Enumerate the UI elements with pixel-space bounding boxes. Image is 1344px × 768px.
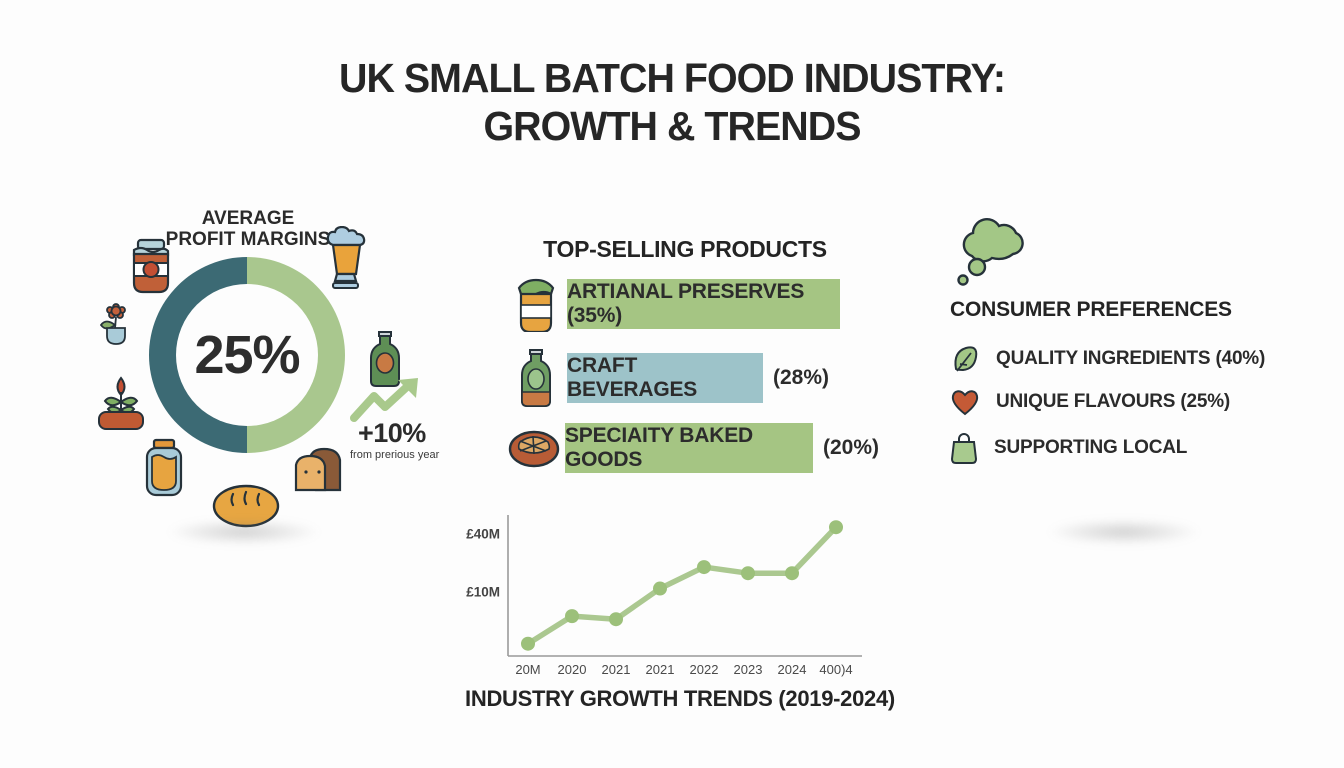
svg-text:£40M: £40M	[466, 526, 500, 541]
product-percentage: (28%)	[773, 366, 830, 389]
planter-icon	[98, 376, 144, 430]
preference-label: UNIQUE FLAVOURS (25%)	[996, 391, 1231, 412]
product-bar-specialty-baked-goods: SPECIAITY BAKED GOODS	[565, 423, 813, 473]
flower-pot-icon	[99, 303, 126, 345]
top-products-heading: TOP-SELLING PRODUCTS	[543, 236, 827, 262]
product-row: CRAFT BEVERAGES (28%)	[505, 348, 829, 408]
shopping-bag-icon	[950, 433, 978, 464]
svg-text:2023: 2023	[734, 662, 763, 677]
preference-item: QUALITY INGREDIENTS (40%)	[950, 344, 1265, 374]
preference-label: SUPPORTING LOCAL	[994, 437, 1188, 458]
donut-hole	[176, 284, 318, 426]
page-title-line2: GROWTH & TRENDS	[483, 103, 861, 149]
svg-text:2021: 2021	[646, 662, 675, 677]
industry-growth-line-chart: £40M £10M 20M 2020 2021 2021 2022 2023 2024 400)4	[466, 515, 862, 677]
svg-text:20M: 20M	[515, 662, 540, 677]
product-bar-artisanal-preserves: ARTIANAL PRESERVES (35%)	[567, 279, 840, 329]
crusty-bread-icon	[503, 428, 565, 468]
svg-text:2022: 2022	[690, 662, 719, 677]
page-title-line1: UK SMALL BATCH FOOD INDUSTRY:	[338, 55, 1006, 101]
preference-label: QUALITY INGREDIENTS (40%)	[996, 348, 1266, 369]
page-title: UK SMALL BATCH FOOD INDUSTRY: GROWTH & T…	[27, 54, 1317, 150]
leaf-icon	[954, 346, 978, 372]
profit-value: 25%	[194, 325, 300, 385]
profit-heading-line1: AVERAGE	[201, 208, 295, 229]
growth-value: +10%	[358, 418, 426, 448]
svg-text:2024: 2024	[778, 662, 807, 677]
heart-icon	[951, 390, 979, 416]
svg-text:2020: 2020	[558, 662, 587, 677]
growth-caption: from prerious year	[350, 449, 440, 461]
profit-heading-line2: PROFIT MARGINS	[165, 229, 331, 250]
preserves-jar-icon	[505, 276, 567, 332]
preference-item: UNIQUE FLAVOURS (25%)	[950, 388, 1230, 416]
svg-text:£10M: £10M	[466, 585, 500, 600]
product-row: ARTIANAL PRESERVES (35%)	[505, 276, 850, 332]
thought-bubble-icon	[957, 218, 1024, 286]
honey-jar-icon	[145, 438, 183, 497]
growth-arrow-icon	[350, 378, 418, 422]
svg-text:400)4: 400)4	[819, 662, 852, 677]
svg-text:2021: 2021	[602, 662, 631, 677]
product-percentage: (20%)	[823, 436, 880, 459]
beer-bottle-icon	[370, 331, 400, 387]
profit-donut-chart: 25%	[149, 257, 345, 453]
jam-jar-icon	[132, 238, 170, 294]
right-shadow	[1018, 514, 1230, 550]
product-label: ARTIANAL PRESERVES (35%)	[567, 280, 805, 327]
left-shadow	[138, 514, 350, 550]
product-label: SPECIAITY BAKED GOODS	[565, 424, 753, 471]
sliced-bread-icon	[294, 447, 342, 492]
profit-margins-heading: AVERAGE PROFIT MARGINS	[148, 208, 348, 250]
product-bar-craft-beverages: CRAFT BEVERAGES	[567, 353, 763, 403]
preference-item: SUPPORTING LOCAL	[950, 432, 1187, 464]
growth-chart-title: INDUSTRY GROWTH TRENDS (2019-2024)	[465, 686, 895, 711]
round-bread-icon	[212, 484, 280, 528]
consumer-preferences-heading: CONSUMER PREFERENCES	[950, 298, 1232, 321]
beverage-bottle-icon	[505, 348, 567, 408]
product-row: SPECIAITY BAKED GOODS (20%)	[503, 423, 879, 473]
beer-glass-icon	[326, 226, 366, 289]
product-label: CRAFT BEVERAGES	[567, 354, 698, 401]
